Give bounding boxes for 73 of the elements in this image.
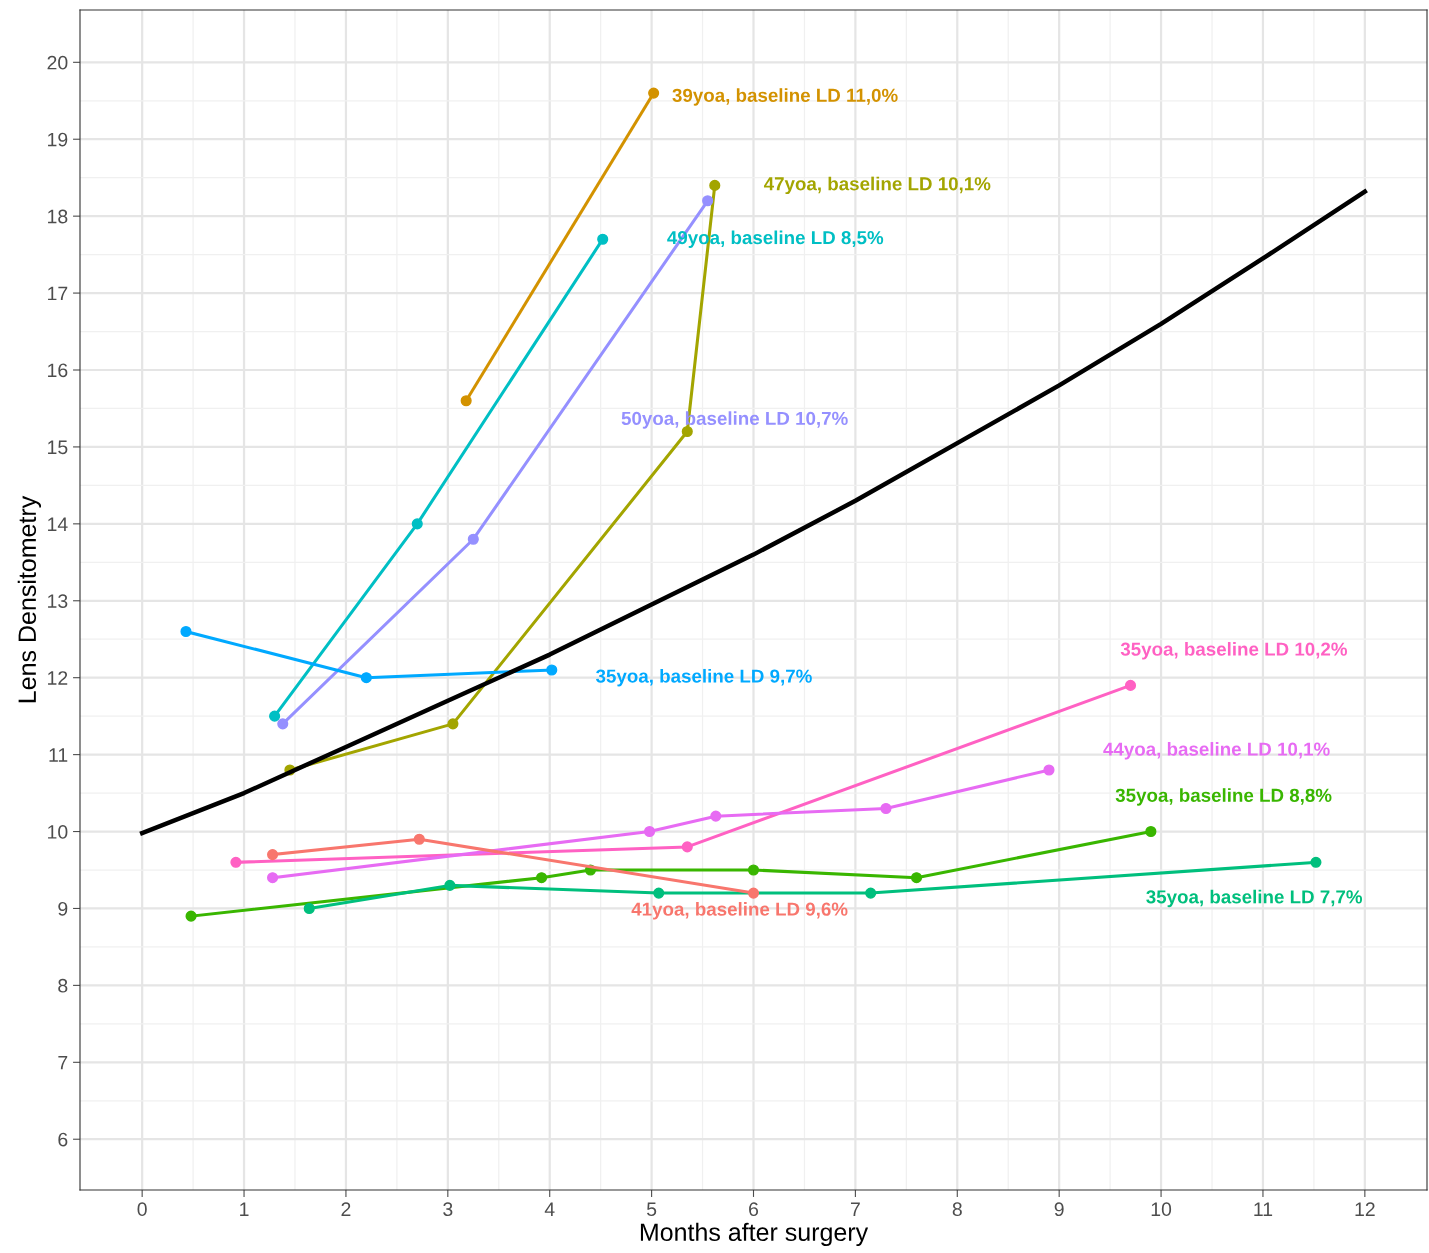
y-tick-label: 15 <box>48 440 68 455</box>
series-label: 35yoa, baseline LD 10,2% <box>1120 642 1348 660</box>
y-tick-label: 18 <box>48 209 68 224</box>
text: 44yoa, baseline LD 10,1% <box>1103 742 1330 760</box>
x-tick-label: 9 <box>1054 1202 1064 1217</box>
point <box>597 233 609 245</box>
point <box>267 849 279 861</box>
y-tick-label: 13 <box>48 594 68 609</box>
y-tick-label: 11 <box>49 748 68 762</box>
point <box>467 533 479 545</box>
y-tick-label: 16 <box>48 363 68 378</box>
point <box>648 87 660 99</box>
point <box>303 902 315 915</box>
point <box>1145 825 1157 838</box>
text: 47yoa, baseline LD 10,1% <box>763 176 991 195</box>
point <box>709 179 721 191</box>
series-label: 35yoa, baseline LD 7,7% <box>1146 889 1363 908</box>
point <box>702 195 714 207</box>
y-tick-label: 12 <box>48 671 68 685</box>
point <box>444 879 456 891</box>
point <box>536 872 548 884</box>
point <box>653 887 665 899</box>
point <box>644 825 656 838</box>
point <box>413 833 425 845</box>
x-tick-label: 7 <box>850 1202 860 1216</box>
text: 35yoa, baseline LD 9,7% <box>596 668 812 687</box>
point <box>747 887 760 899</box>
x-tick-label: 3 <box>443 1202 453 1217</box>
y-tick-label: 20 <box>47 55 68 70</box>
y-tick-label: 19 <box>48 132 68 147</box>
point <box>180 625 192 638</box>
y-tick-label: 10 <box>48 825 68 839</box>
point <box>681 841 693 853</box>
x-tick-label: 10 <box>1151 1202 1172 1217</box>
point <box>681 425 693 438</box>
point <box>546 664 558 676</box>
point <box>710 810 722 822</box>
point <box>1043 764 1055 776</box>
y-tick-label: 7 <box>58 1055 68 1070</box>
y-tick-label: 8 <box>58 978 68 993</box>
point <box>411 518 423 530</box>
x-tick-label: 4 <box>544 1202 555 1216</box>
point <box>360 672 372 684</box>
point <box>747 864 760 876</box>
point <box>230 856 242 868</box>
x-tick-label: 0 <box>137 1202 147 1217</box>
point <box>865 887 877 899</box>
x-tick-label: 5 <box>646 1202 657 1217</box>
y-tick-label: 6 <box>58 1132 68 1147</box>
point <box>269 710 281 722</box>
point <box>460 395 472 407</box>
x-axis-title: Months after surgery <box>640 1222 869 1247</box>
x-tick-label: 1 <box>240 1202 249 1216</box>
point <box>1310 856 1322 868</box>
point <box>447 718 459 730</box>
series-label: 39yoa, baseline LD 11,0% <box>672 88 898 106</box>
point <box>185 910 197 922</box>
point <box>910 872 923 884</box>
series-label: 41yoa, baseline LD 9,6% <box>631 902 848 920</box>
point <box>1124 679 1137 691</box>
point <box>277 718 289 730</box>
x-tick-label: 6 <box>749 1202 759 1217</box>
x-tick-label: 2 <box>341 1202 351 1216</box>
y-axis-title: Lens Densitometry <box>17 495 42 703</box>
y-tick-label: 9 <box>58 901 68 916</box>
y-tick-label: 17 <box>48 286 68 301</box>
x-tick-label: 12 <box>1355 1202 1375 1216</box>
point <box>267 872 279 884</box>
series-label: 35yoa, baseline LD 8,8% <box>1115 788 1332 806</box>
y-tick-label: 14 <box>48 517 68 531</box>
point <box>880 802 892 815</box>
x-tick-label: 11 <box>1254 1202 1273 1216</box>
x-tick-label: 8 <box>952 1202 962 1217</box>
